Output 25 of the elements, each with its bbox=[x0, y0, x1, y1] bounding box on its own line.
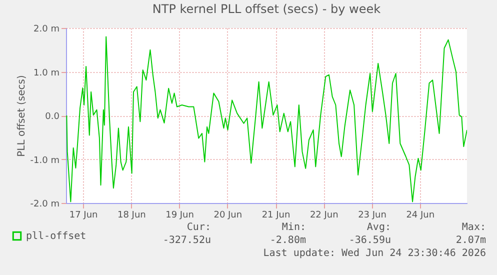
x-tick-label: 19 Jun bbox=[166, 210, 194, 220]
text: Avg: bbox=[366, 222, 391, 233]
y-tick-label: 1.0 m bbox=[34, 68, 60, 78]
text: -327.52u bbox=[162, 235, 211, 246]
x-tick-label: 20 Jun bbox=[214, 210, 242, 220]
text: Max: bbox=[462, 222, 486, 233]
text: 2.07m bbox=[456, 235, 486, 246]
x-tick-label: 24 Jun bbox=[406, 210, 435, 220]
x-tick-label: 21 Jun bbox=[262, 210, 290, 220]
chart-title: NTP kernel PLL offset (secs) - by week bbox=[152, 2, 381, 16]
text: Last update: Wed Jun 24 23:30:46 2026 bbox=[263, 248, 486, 259]
text: -36.59u bbox=[348, 235, 391, 246]
y-tick-label: -2.0 m bbox=[30, 200, 60, 210]
legend-label: pll-offset bbox=[26, 231, 86, 242]
text: -2.80m bbox=[270, 235, 306, 246]
y-tick-label: 2.0 m bbox=[34, 24, 60, 34]
y-tick-label: -1.0 m bbox=[30, 156, 60, 166]
y-axis-title: PLL offset (secs) bbox=[16, 75, 28, 157]
text: Cur: bbox=[186, 222, 211, 233]
text: Min: bbox=[282, 222, 306, 233]
x-tick-label: 22 Jun bbox=[310, 210, 338, 220]
x-tick-label: 17 Jun bbox=[69, 210, 98, 220]
x-tick-label: 18 Jun bbox=[117, 210, 146, 220]
y-tick-label: 0.0 bbox=[45, 112, 60, 122]
x-tick-label: 23 Jun bbox=[358, 210, 386, 220]
